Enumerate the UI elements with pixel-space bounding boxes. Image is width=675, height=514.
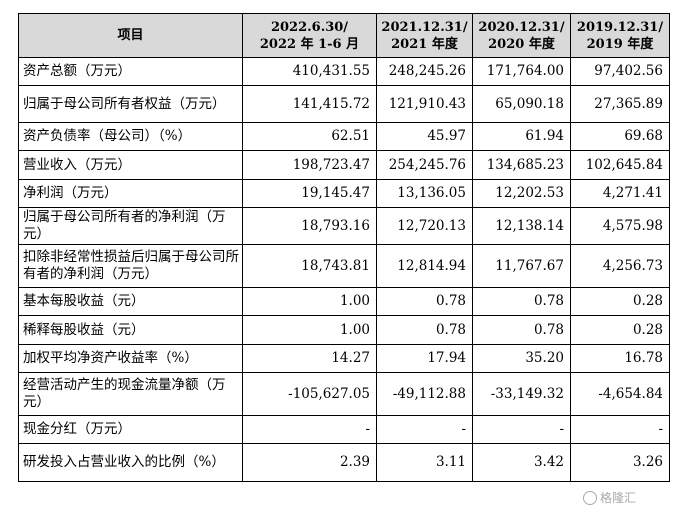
row-value: 248,245.26 — [376, 57, 473, 86]
row-value: -49,112.88 — [376, 372, 473, 416]
row-label: 研发投入占营业收入的比例（%） — [18, 443, 243, 482]
row-value: 134,685.23 — [472, 150, 571, 180]
gelonghui-logo-icon — [583, 490, 597, 505]
row-value: 35.20 — [472, 344, 571, 373]
row-value: 11,767.67 — [472, 244, 571, 288]
row-value: 4,575.98 — [570, 207, 670, 245]
row-value: 171,764.00 — [472, 57, 571, 86]
watermark: 格隆汇 — [583, 489, 636, 506]
row-value: 198,723.47 — [242, 150, 377, 180]
table-row: 现金分红（万元） - - - - — [18, 415, 670, 444]
watermark-text: 格隆汇 — [600, 491, 637, 505]
financial-summary-table: 项目 2022.6.30/2022 年 1-6 月 2021.12.31/202… — [18, 13, 670, 482]
table-row: 研发投入占营业收入的比例（%） 2.39 3.11 3.42 3.26 — [18, 443, 670, 482]
row-label: 扣除非经常性损益后归属于母公司所有者的净利润（万元） — [18, 244, 243, 288]
table-body: 资产总额（万元） 410,431.55 248,245.26 171,764.00 97… — [18, 57, 670, 482]
row-value: 0.28 — [570, 315, 670, 345]
row-value: 3.42 — [472, 443, 571, 482]
row-label: 归属于母公司所有者的净利润（万元） — [18, 207, 243, 245]
row-label: 基本每股收益（元） — [18, 287, 243, 316]
row-value: 16.78 — [570, 344, 670, 373]
row-value: 3.11 — [376, 443, 473, 482]
row-value: 19,145.47 — [242, 179, 377, 208]
row-value: 410,431.55 — [242, 57, 377, 86]
table-header-row: 项目 2022.6.30/2022 年 1-6 月 2021.12.31/202… — [18, 13, 670, 58]
row-value: -105,627.05 — [242, 372, 377, 416]
row-value: 1.00 — [242, 287, 377, 316]
row-value: - — [570, 415, 670, 444]
row-value: 0.78 — [376, 315, 473, 345]
table-row: 资产负债率（母公司）（%） 62.51 45.97 61.94 69.68 — [18, 122, 670, 151]
row-value: 61.94 — [472, 122, 571, 151]
header-period-2022h1: 2022.6.30/2022 年 1-6 月 — [242, 13, 377, 58]
row-value: 12,202.53 — [472, 179, 571, 208]
header-period-2019: 2019.12.31/2019 年度 — [570, 13, 670, 58]
row-value: 102,645.84 — [570, 150, 670, 180]
header-period-2020: 2020.12.31/2020 年度 — [472, 13, 571, 58]
table-row: 基本每股收益（元） 1.00 0.78 0.78 0.28 — [18, 287, 670, 316]
row-value: 13,136.05 — [376, 179, 473, 208]
row-label: 营业收入（万元） — [18, 150, 243, 180]
row-value: 0.78 — [472, 287, 571, 316]
header-item: 项目 — [18, 13, 243, 58]
table-row: 资产总额（万元） 410,431.55 248,245.26 171,764.00 97… — [18, 57, 670, 86]
row-value: 27,365.89 — [570, 85, 670, 123]
row-value: 0.78 — [472, 315, 571, 345]
row-value: 1.00 — [242, 315, 377, 345]
row-value: 17.94 — [376, 344, 473, 373]
row-value: 4,256.73 — [570, 244, 670, 288]
row-label: 现金分红（万元） — [18, 415, 243, 444]
table-row: 稀释每股收益（元） 1.00 0.78 0.78 0.28 — [18, 315, 670, 345]
row-value: 12,720.13 — [376, 207, 473, 245]
row-value: - — [242, 415, 377, 444]
header-period-2021: 2021.12.31/2021 年度 — [376, 13, 473, 58]
row-value: -33,149.32 — [472, 372, 571, 416]
row-value: 14.27 — [242, 344, 377, 373]
row-value: 12,138.14 — [472, 207, 571, 245]
row-value: 141,415.72 — [242, 85, 377, 123]
row-value: 0.28 — [570, 287, 670, 316]
table-row: 经营活动产生的现金流量净额（万元） -105,627.05 -49,112.88 -3… — [18, 372, 670, 416]
row-label: 资产负债率（母公司）（%） — [18, 122, 243, 151]
row-value: 69.68 — [570, 122, 670, 151]
row-value: 18,743.81 — [242, 244, 377, 288]
row-value: 18,793.16 — [242, 207, 377, 245]
table-row: 净利润（万元） 19,145.47 13,136.05 12,202.53 4,271.… — [18, 179, 670, 208]
row-value: 45.97 — [376, 122, 473, 151]
row-value: 121,910.43 — [376, 85, 473, 123]
row-value: 254,245.76 — [376, 150, 473, 180]
row-label: 稀释每股收益（元） — [18, 315, 243, 345]
row-value: 0.78 — [376, 287, 473, 316]
table-row: 营业收入（万元） 198,723.47 254,245.76 134,685.23 10… — [18, 150, 670, 180]
table-row: 归属于母公司所有者权益（万元） 141,415.72 121,910.43 65,09… — [18, 85, 670, 123]
row-value: -4,654.84 — [570, 372, 670, 416]
row-label: 资产总额（万元） — [18, 57, 243, 86]
row-value: - — [376, 415, 473, 444]
row-value: 97,402.56 — [570, 57, 670, 86]
row-value: 3.26 — [570, 443, 670, 482]
row-value: - — [472, 415, 571, 444]
table-row: 加权平均净资产收益率（%） 14.27 17.94 35.20 16.78 — [18, 344, 670, 373]
row-label: 经营活动产生的现金流量净额（万元） — [18, 372, 243, 416]
row-value: 62.51 — [242, 122, 377, 151]
row-value: 65,090.18 — [472, 85, 571, 123]
row-label: 加权平均净资产收益率（%） — [18, 344, 243, 373]
table-row: 扣除非经常性损益后归属于母公司所有者的净利润（万元） 18,743.81 12,81… — [18, 244, 670, 288]
row-value: 2.39 — [242, 443, 377, 482]
row-value: 12,814.94 — [376, 244, 473, 288]
table-row: 归属于母公司所有者的净利润（万元） 18,793.16 12,720.13 12,13… — [18, 207, 670, 245]
row-label: 归属于母公司所有者权益（万元） — [18, 85, 243, 123]
row-label: 净利润（万元） — [18, 179, 243, 208]
row-value: 4,271.41 — [570, 179, 670, 208]
